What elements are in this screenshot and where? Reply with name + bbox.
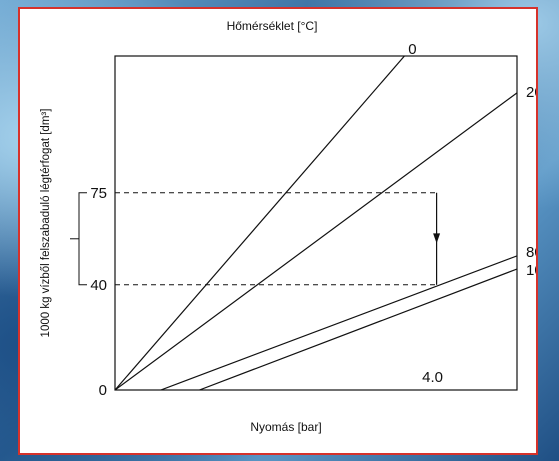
plot-border bbox=[114, 55, 518, 391]
series-lines bbox=[115, 56, 517, 390]
x-tick-label-4.0: 4.0 bbox=[422, 369, 443, 386]
series-line-0 bbox=[115, 56, 405, 390]
series-label-20: 20 bbox=[526, 84, 536, 101]
series-label-100: 100 bbox=[526, 262, 536, 279]
series-labels: 0 20 80100 bbox=[408, 41, 536, 279]
series-label-0: 0 bbox=[408, 41, 416, 58]
chart-panel: 0 20 80100 0 40 75 4.0 Hőmérséklet [°C] Nyom… bbox=[18, 7, 538, 455]
y-axis-label: 1000 kg vízből felszabaduló légtérfogat … bbox=[40, 109, 52, 338]
chart-svg: 0 20 80100 0 40 75 4.0 Hőmérséklet [°C] Nyom… bbox=[40, 19, 536, 434]
y-tick-label-0: 0 bbox=[99, 382, 107, 399]
series-label-80: 80 bbox=[526, 244, 536, 261]
series-line-80 bbox=[160, 255, 517, 390]
range-bracket bbox=[70, 192, 87, 286]
y-tick-label-75: 75 bbox=[90, 185, 107, 202]
arrow-head bbox=[433, 233, 441, 244]
x-tick-labels: 4.0 bbox=[422, 369, 443, 386]
y-tick-labels: 0 40 75 bbox=[90, 185, 107, 399]
plot-frame bbox=[114, 55, 518, 391]
series-line-100 bbox=[199, 268, 517, 390]
chart-title: Hőmérséklet [°C] bbox=[227, 19, 318, 33]
y-tick-label-40: 40 bbox=[90, 277, 107, 294]
series-line-20 bbox=[115, 92, 517, 390]
x-axis-label: Nyomás [bar] bbox=[250, 420, 321, 434]
drop-arrow bbox=[433, 192, 441, 285]
bracket-path bbox=[78, 192, 87, 286]
